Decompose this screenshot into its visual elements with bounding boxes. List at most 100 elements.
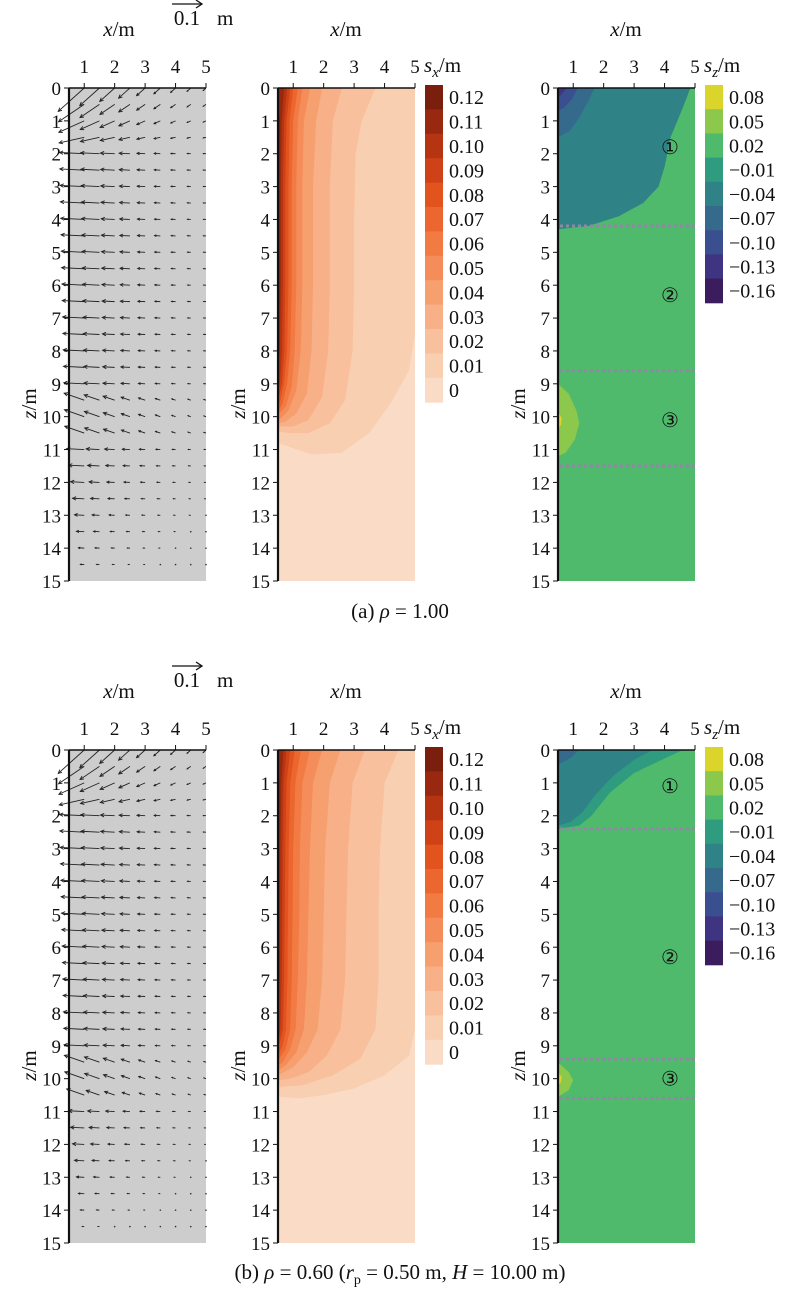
vector-arrowhead — [156, 1143, 159, 1146]
vector-arrowhead — [154, 382, 158, 385]
vector-arrowhead — [186, 946, 189, 948]
vector-arrowhead — [154, 1044, 158, 1047]
contour-band-0.11 — [278, 88, 285, 378]
vector-arrowhead — [118, 846, 123, 851]
vector-arrow — [153, 798, 161, 802]
vector-arrowhead — [187, 1093, 190, 1096]
vector-arrowhead — [172, 1160, 175, 1162]
vector-arrow — [80, 152, 100, 155]
colorbar-swatch — [425, 747, 443, 772]
vector-arrowhead — [62, 364, 68, 369]
vector-arrow — [68, 1110, 85, 1112]
vector-arrowhead — [122, 480, 127, 484]
colorbar-swatch — [705, 916, 723, 942]
vector-arrow — [205, 1176, 207, 1179]
vector-arrowhead — [117, 94, 123, 99]
x-tick-label: 3 — [140, 57, 150, 78]
vector-arrowhead — [79, 563, 82, 566]
z-tick-label: 4 — [541, 210, 551, 231]
x-axis-label: x/m — [329, 17, 362, 41]
vector-arrow — [102, 333, 115, 335]
vector-arrowhead — [170, 284, 173, 287]
vector-arrowhead — [136, 945, 141, 949]
vector-arrowhead — [202, 1044, 205, 1047]
vector-arrowhead — [77, 546, 81, 550]
vector-arrowhead — [80, 233, 86, 238]
vector-arrowhead — [103, 447, 109, 452]
contour-band-0.05 — [558, 383, 580, 457]
vector-arrow — [119, 880, 130, 882]
vector-arrowhead — [155, 481, 159, 484]
vector-arrow — [103, 412, 115, 418]
vector-arrow — [102, 962, 115, 965]
vector-arrow — [100, 847, 115, 850]
vector-arrowhead — [101, 961, 107, 966]
vector-arrowhead — [137, 1011, 141, 1015]
vector-arrowhead — [83, 1072, 89, 1077]
vector-arrow — [63, 1027, 85, 1030]
vector-arrow — [205, 1225, 207, 1228]
z-tick-label: 2 — [261, 807, 271, 828]
vector-arrowhead — [153, 847, 157, 850]
vector-arrow — [80, 168, 100, 171]
z-tick-label: 10 — [42, 408, 61, 429]
vector-arrowhead — [202, 431, 205, 434]
vector-arrowhead — [101, 299, 106, 304]
colorbar-swatch — [705, 85, 723, 110]
vector-arrow — [205, 1160, 207, 1162]
z-tick-label: 11 — [252, 1103, 270, 1124]
vector-arrowhead — [140, 1143, 143, 1146]
vector-arrow — [72, 1143, 85, 1145]
colorbar-label: −0.16 — [729, 281, 775, 303]
z-tick-label: 5 — [261, 243, 271, 264]
z-tick-label: 0 — [541, 741, 551, 762]
vector-arrowhead — [187, 1077, 190, 1079]
vector-arrowhead — [136, 846, 140, 850]
contour-band-−0.10 — [558, 88, 578, 111]
z-tick-label: 1 — [541, 774, 551, 795]
vector-arrow — [101, 234, 115, 237]
vector-arrowhead — [58, 166, 64, 172]
z-tick-label: 12 — [251, 1135, 270, 1156]
vector-arrow — [119, 152, 130, 155]
vector-arrowhead — [82, 977, 88, 982]
vector-arrow — [81, 218, 100, 220]
z-tick-label: 3 — [261, 840, 271, 861]
vector-arrow — [119, 202, 130, 204]
vector-arrowhead — [83, 1056, 89, 1061]
vector-arrowhead — [83, 427, 89, 432]
vector-arrowhead — [169, 752, 173, 756]
vector-arrowhead — [202, 946, 205, 948]
vector-arrowhead — [119, 1027, 125, 1031]
vector-arrow — [129, 1225, 131, 1228]
vector-arrowhead — [153, 136, 157, 140]
vector-arrow — [118, 766, 131, 775]
vector-arrowhead — [79, 829, 85, 834]
vector-arrowhead — [106, 497, 111, 501]
vector-arrowhead — [100, 249, 106, 254]
vector-arrowhead — [202, 284, 205, 286]
vector-arrow — [80, 798, 100, 805]
vector-arrow — [59, 814, 85, 817]
vector-arrow — [170, 87, 176, 93]
vector-arrowhead — [187, 481, 190, 484]
x-tick-label: 5 — [410, 57, 420, 78]
vector-arrowhead — [60, 249, 66, 254]
vector-arrow — [83, 349, 100, 352]
vector-arrowhead — [119, 381, 125, 386]
vector-arrowhead — [100, 266, 106, 271]
colorbar-label: −0.13 — [729, 257, 775, 279]
vector-arrow — [153, 87, 161, 95]
colorbar-label: 0.05 — [449, 258, 484, 280]
vector-arrow — [118, 798, 130, 803]
x-tick-label: 4 — [660, 719, 670, 740]
vector-arrowhead — [141, 530, 144, 533]
z-tick-label: 14 — [531, 1201, 551, 1222]
z-tick-label: 1 — [52, 112, 62, 133]
colorbar-swatch — [425, 893, 443, 919]
vector-arrow — [59, 168, 85, 171]
z-tick-label: 11 — [532, 1103, 550, 1124]
vector-arrowhead — [139, 481, 143, 484]
z-tick-label: 6 — [52, 938, 62, 959]
